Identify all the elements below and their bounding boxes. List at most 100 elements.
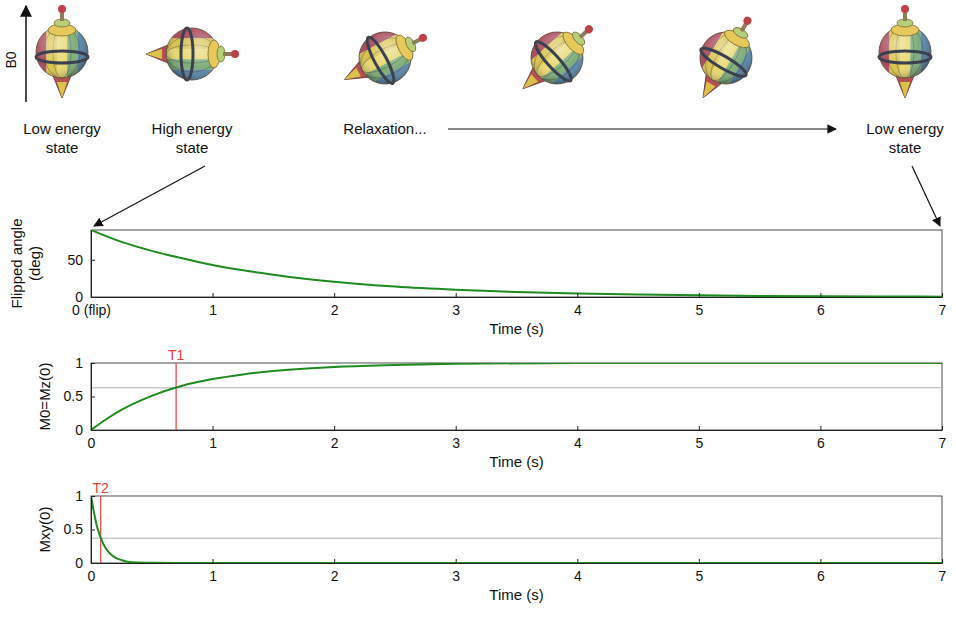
tick-mark xyxy=(91,530,95,531)
axis-line xyxy=(92,563,943,564)
spinning-top xyxy=(146,28,239,80)
tick: 2 xyxy=(331,559,339,584)
tick-mark xyxy=(91,297,95,298)
tick-label: 5 xyxy=(695,302,703,318)
y-axis: 0 50 xyxy=(67,231,95,305)
axis-line xyxy=(91,231,92,298)
ball-equator xyxy=(698,44,749,80)
tick-mark xyxy=(942,293,943,297)
tick-label: 4 xyxy=(574,568,582,584)
data-line xyxy=(91,363,942,430)
y-axis: 00.51 xyxy=(64,488,95,571)
tick: 7 xyxy=(939,559,947,584)
tick-label: 6 xyxy=(817,435,825,451)
tick-label: 1 xyxy=(75,488,83,504)
tick-mark xyxy=(820,559,821,563)
tick-label: 4 xyxy=(574,302,582,318)
axis-line xyxy=(92,430,943,431)
tick-label: 1 xyxy=(209,435,217,451)
top-knob xyxy=(583,24,594,35)
y-axis: 00.51 xyxy=(64,355,95,438)
tick: 1 xyxy=(209,559,217,584)
state-label: Low energystate xyxy=(23,120,101,156)
top-ball xyxy=(690,22,761,93)
tick: 6 xyxy=(817,293,825,318)
spinning-top xyxy=(36,5,88,98)
axis-line xyxy=(92,297,943,298)
plot-area xyxy=(91,230,942,297)
text-line: Low energy xyxy=(23,120,101,137)
tick-mark xyxy=(699,293,700,297)
tick: 5 xyxy=(695,426,703,451)
top-spike-stripe xyxy=(146,49,162,59)
tick-label: 7 xyxy=(939,302,947,318)
tick-mark xyxy=(91,397,95,398)
tick: 2 xyxy=(331,293,339,318)
tick: 3 xyxy=(452,293,460,318)
tick: 0.5 xyxy=(64,388,95,404)
x-axis-title: Time (s) xyxy=(489,586,543,603)
tick-label: 7 xyxy=(939,568,947,584)
tick-label: 7 xyxy=(939,435,947,451)
tick-mark xyxy=(91,563,95,564)
tick-mark xyxy=(456,559,457,563)
top-ball xyxy=(520,21,594,95)
x-axis: 01234567 xyxy=(88,426,947,451)
tick-mark xyxy=(213,559,214,563)
top-knob xyxy=(901,5,909,13)
reference-line xyxy=(91,538,942,539)
tick-mark xyxy=(213,426,214,430)
tick-mark xyxy=(91,430,95,431)
ball-equator xyxy=(879,51,931,63)
b0-arrow xyxy=(25,6,27,102)
tick-label: 0.5 xyxy=(64,388,84,404)
tick: 0 xyxy=(75,289,95,305)
tick: 7 xyxy=(939,293,947,318)
pointer-arrow xyxy=(94,166,205,226)
tick-mark xyxy=(942,426,943,430)
ball-equator xyxy=(181,28,193,80)
tick-label: 50 xyxy=(67,252,83,268)
x-axis: 0 1 2 3 4 5 6 7 xyxy=(88,559,947,584)
y-axis-title: M0=Mz(0) xyxy=(36,363,53,431)
tick-label: 0.5 xyxy=(64,521,84,537)
tick: 6 xyxy=(817,559,825,584)
state-label: Low energystate xyxy=(866,120,944,156)
tick-mark xyxy=(456,426,457,430)
spinning-top xyxy=(680,4,772,111)
data-line xyxy=(91,496,942,563)
tick-mark xyxy=(213,293,214,297)
tick: 1 xyxy=(209,293,217,318)
illustration: B0Low energystateHigh energystateRelaxat… xyxy=(3,4,944,226)
b0-label: B0 xyxy=(3,51,19,68)
top-knob xyxy=(231,50,239,58)
tick-label: 6 xyxy=(817,568,825,584)
tick-mark xyxy=(820,293,821,297)
tick: 0 xyxy=(75,555,95,571)
tick: 7 xyxy=(939,426,947,451)
tick-label: 1 xyxy=(209,568,217,584)
annotation-line xyxy=(176,363,177,430)
text-line: Flipped angle xyxy=(8,218,25,308)
tick: 3 xyxy=(452,559,460,584)
tick-mark xyxy=(334,559,335,563)
chart-panel: T10123456700.51Time (s)M0=Mz(0) xyxy=(36,347,947,470)
y-axis-title: Mxy(0) xyxy=(36,507,53,553)
x-axis: 0 (flip)1234567 xyxy=(72,293,947,318)
ball-outline xyxy=(350,23,420,93)
spinning-top xyxy=(879,5,931,98)
tick: 5 xyxy=(695,559,703,584)
tick: 4 xyxy=(574,293,582,318)
plot-area xyxy=(91,363,942,430)
tick-label: 1 xyxy=(75,355,83,371)
tick-label: 0 xyxy=(88,568,96,584)
tick-mark xyxy=(942,559,943,563)
annotation-line xyxy=(100,496,101,563)
tick: 1 xyxy=(75,355,95,371)
text-line: Relaxation... xyxy=(343,120,426,137)
tick-mark xyxy=(577,559,578,563)
top-knob xyxy=(418,32,429,43)
tick-mark xyxy=(699,426,700,430)
text-line: High energy xyxy=(152,120,233,137)
tick-mark xyxy=(91,496,95,497)
